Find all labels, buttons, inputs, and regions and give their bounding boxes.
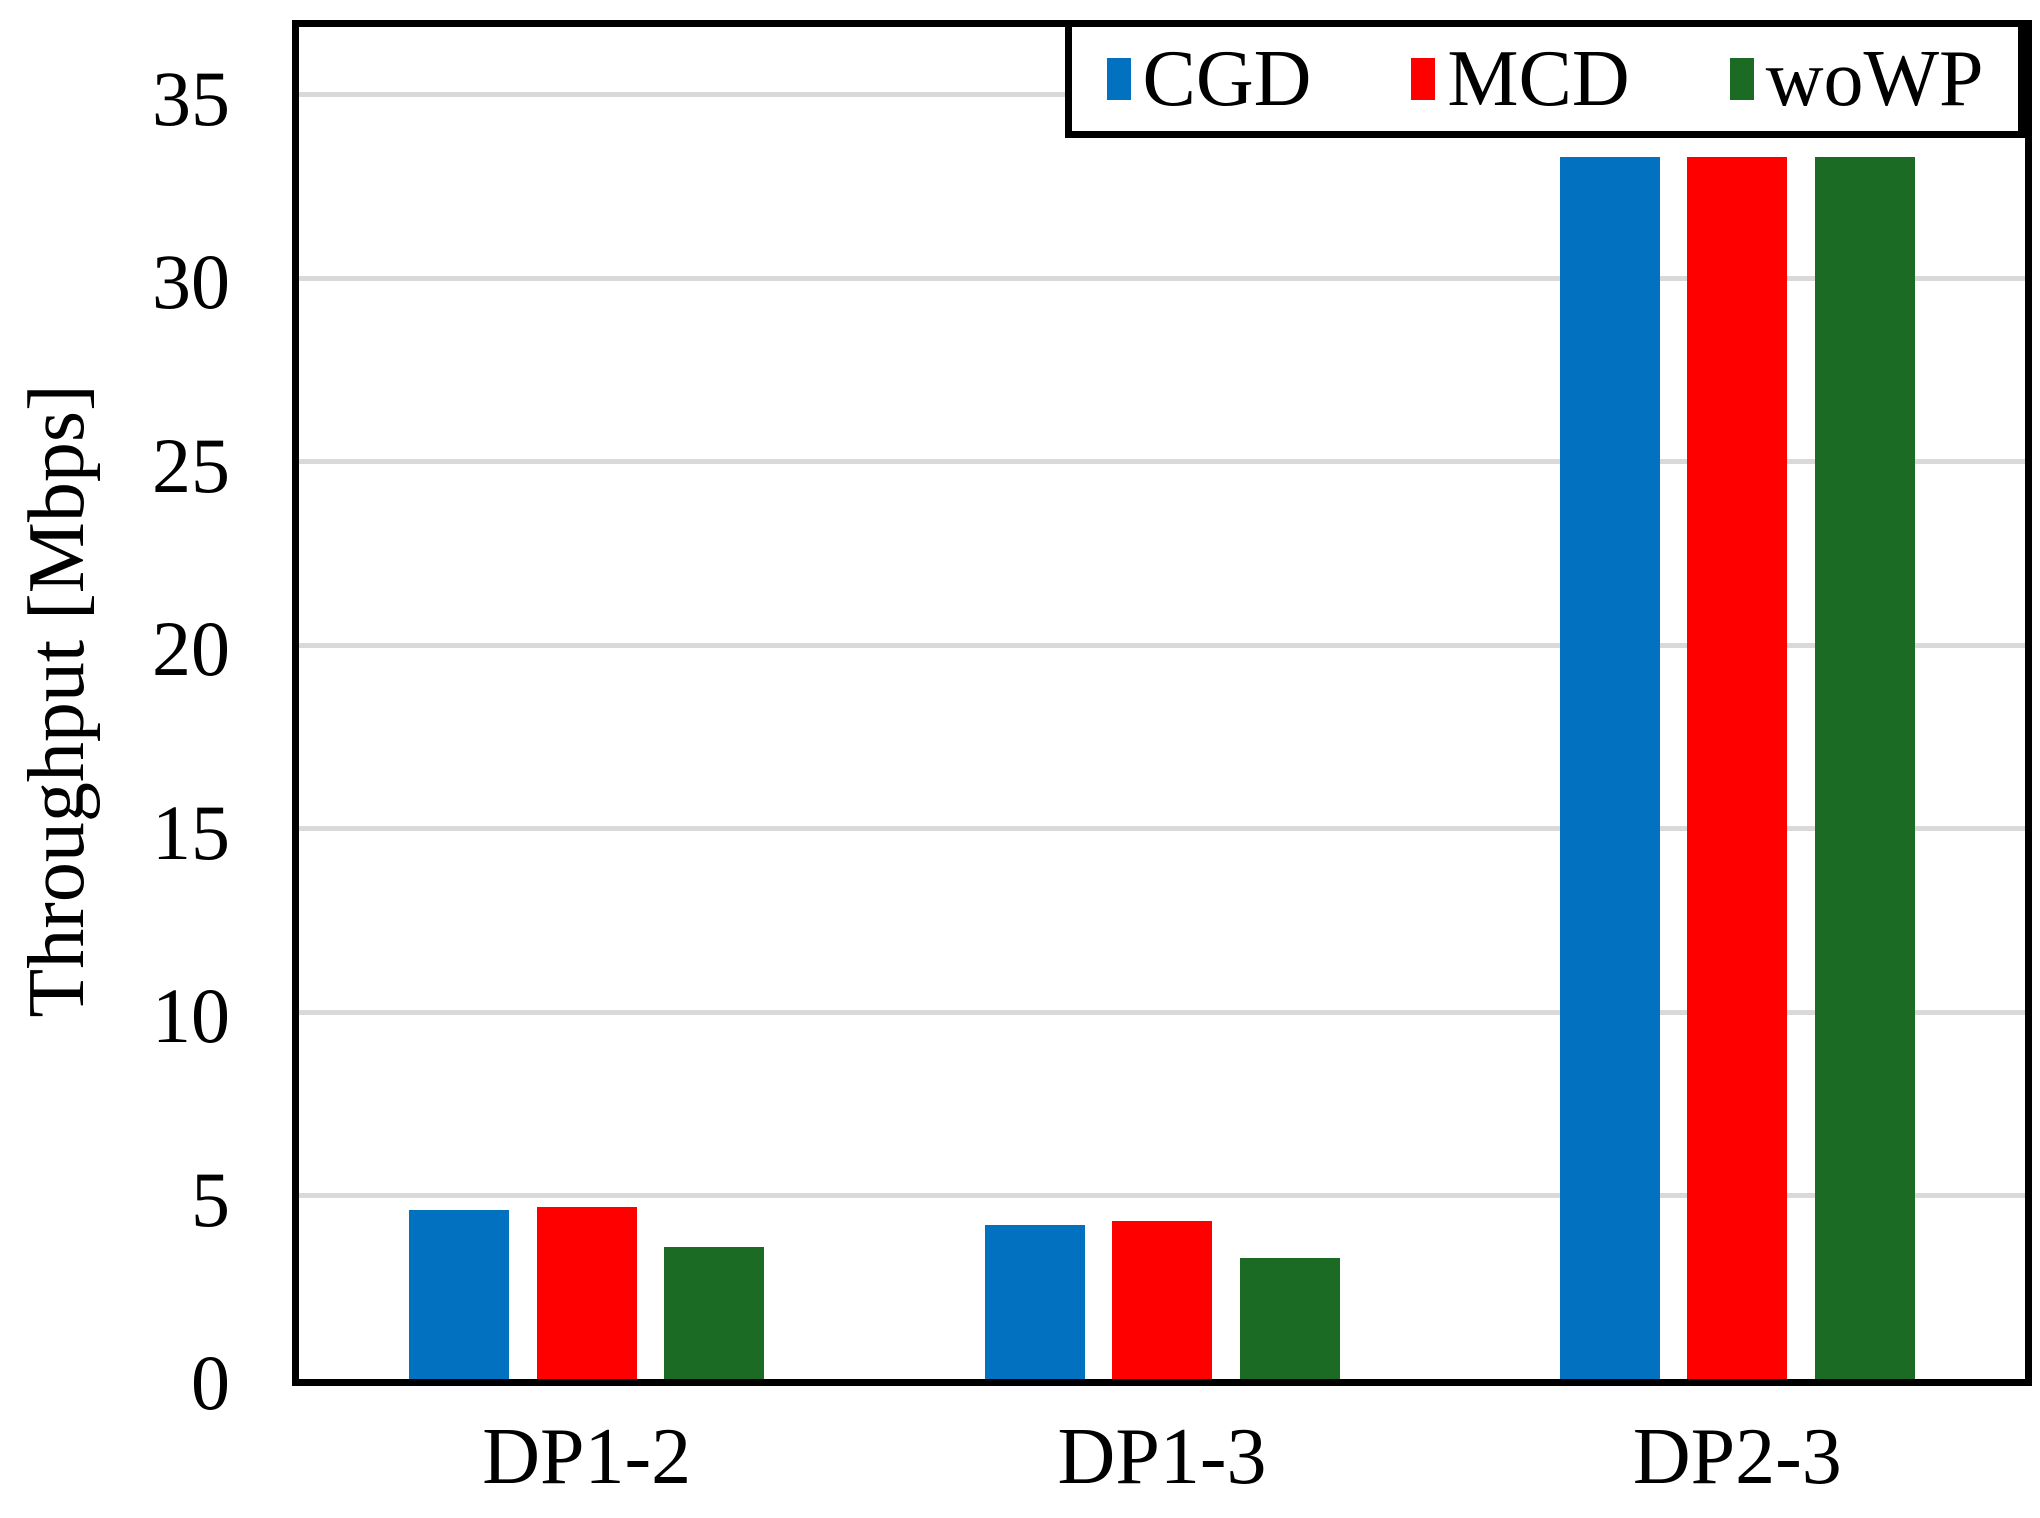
plot-area <box>292 20 2032 1386</box>
legend-entry-MCD: MCD <box>1411 34 1630 124</box>
legend-entry-CGD: CGD <box>1106 34 1312 124</box>
gridline <box>299 1193 2025 1198</box>
gridline <box>299 459 2025 464</box>
bar-CGD-DP1-2 <box>409 1210 510 1379</box>
y-tick-label: 20 <box>152 605 230 692</box>
bar-woWP-DP1-2 <box>664 1246 765 1379</box>
bar-MCD-DP2-3 <box>1687 156 1788 1379</box>
bar-CGD-DP2-3 <box>1559 156 1660 1379</box>
legend: CGD MCD woWP <box>1065 20 2025 138</box>
gridline <box>299 1009 2025 1015</box>
x-category-label: DP1-2 <box>482 1413 692 1501</box>
legend-swatch-icon <box>1411 58 1436 100</box>
bar-woWP-DP1-3 <box>1239 1257 1340 1379</box>
y-tick-label: 0 <box>191 1339 230 1426</box>
legend-label: MCD <box>1447 35 1630 123</box>
y-tick-label: 30 <box>152 238 230 325</box>
legend-label: woWP <box>1765 35 1984 123</box>
y-tick-label: 15 <box>152 788 230 876</box>
legend-label: CGD <box>1142 35 1312 123</box>
legend-entry-woWP: woWP <box>1729 34 1984 124</box>
y-tick-label: 35 <box>152 54 230 142</box>
bar-woWP-DP2-3 <box>1814 156 1915 1379</box>
gridline <box>299 826 2025 831</box>
legend-swatch-icon <box>1106 58 1131 100</box>
y-tick-label: 5 <box>191 1155 230 1243</box>
bar-MCD-DP1-2 <box>536 1206 637 1379</box>
gridline <box>299 275 2025 281</box>
x-category-label: DP1-3 <box>1057 1413 1267 1501</box>
bar-MCD-DP1-3 <box>1112 1221 1212 1379</box>
bar-CGD-DP1-3 <box>984 1224 1085 1379</box>
x-category-label: DP2-3 <box>1632 1413 1842 1501</box>
legend-swatch-icon <box>1729 58 1754 100</box>
gridline <box>299 642 2025 648</box>
y-tick-label: 10 <box>152 972 230 1059</box>
y-tick-label: 25 <box>152 421 230 509</box>
